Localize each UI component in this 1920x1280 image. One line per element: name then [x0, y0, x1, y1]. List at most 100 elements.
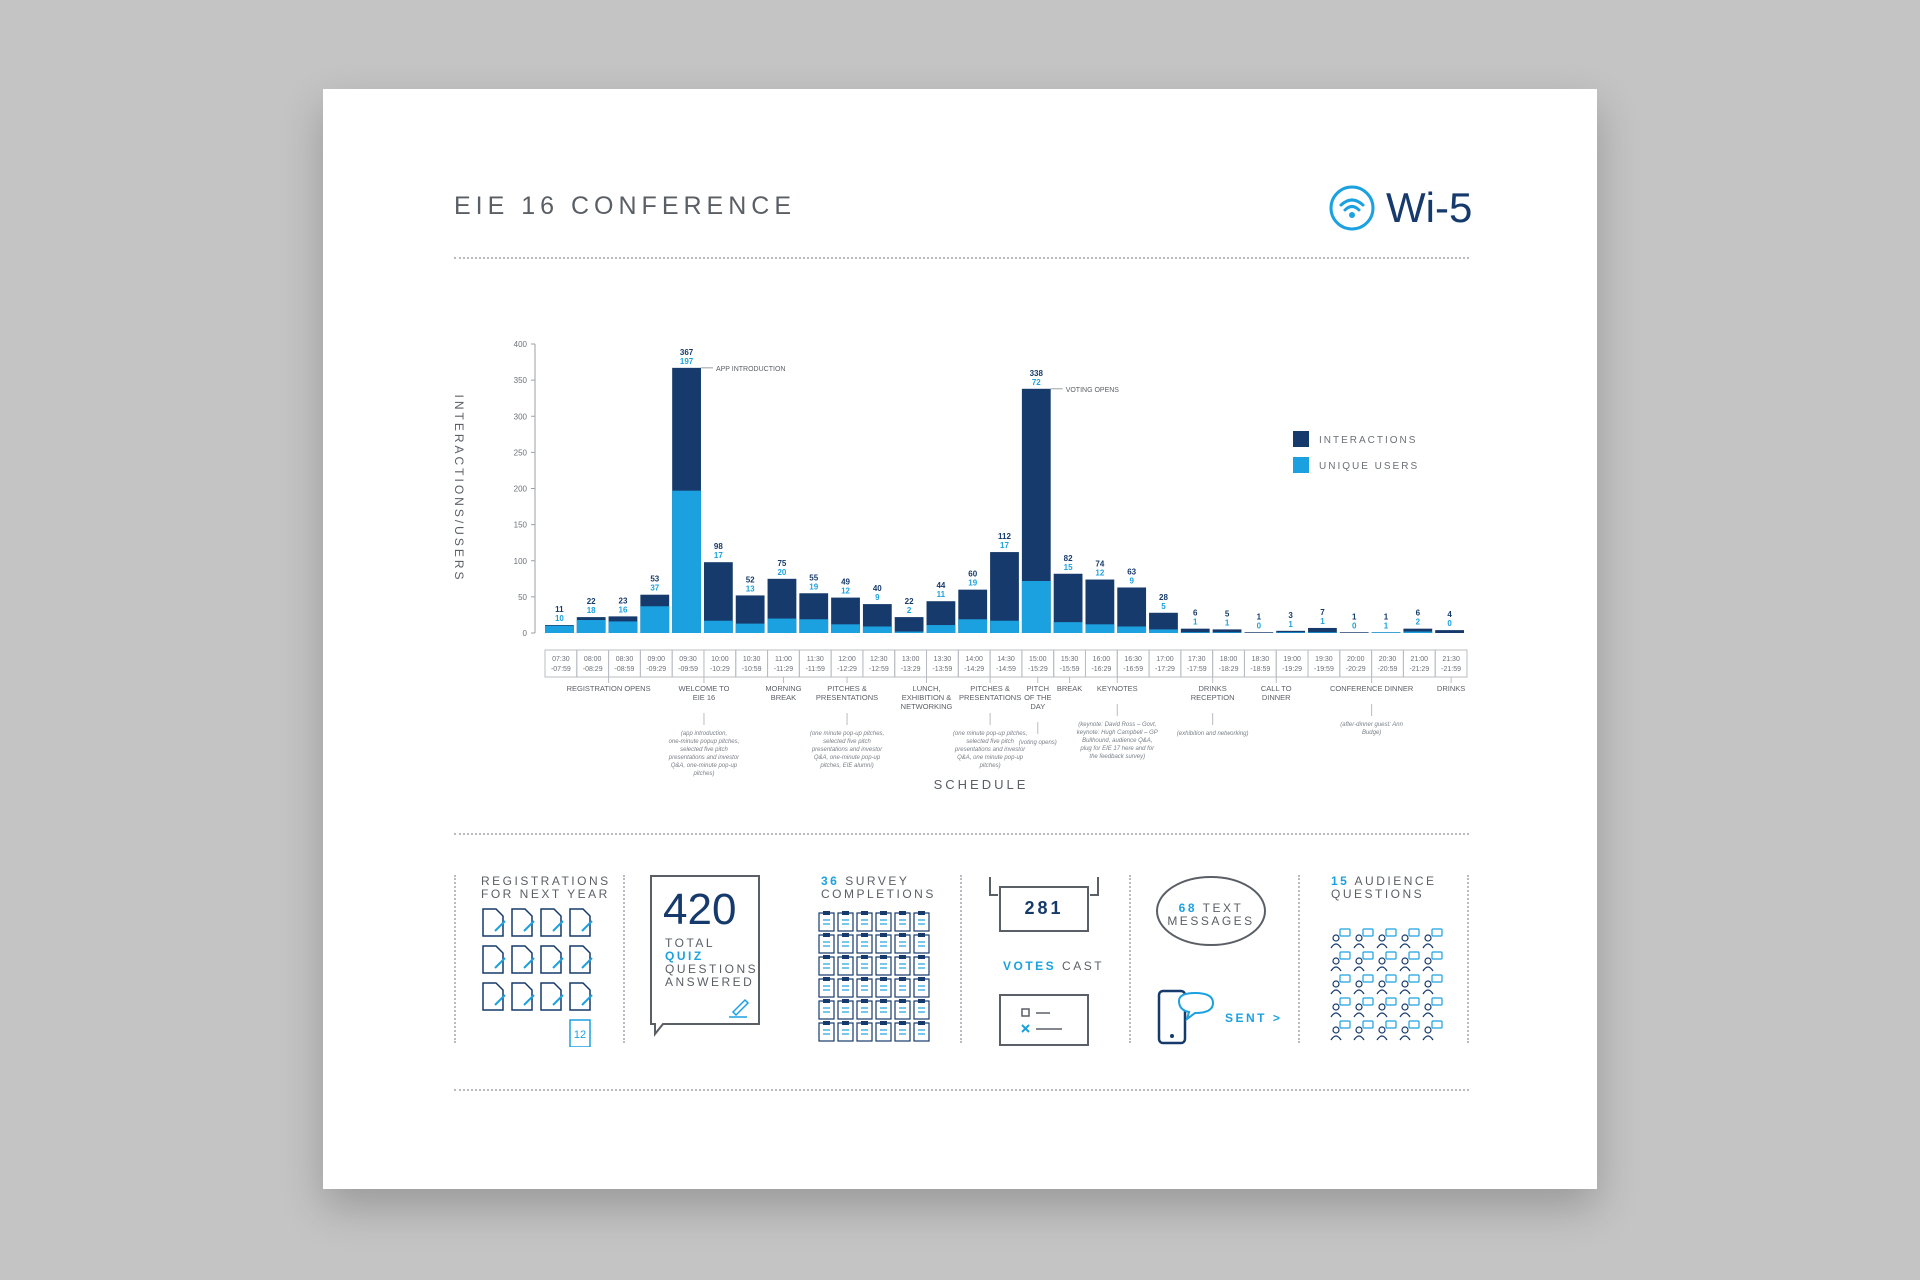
person-icon: [1401, 957, 1409, 965]
schedule-note: presentations and investor: [668, 755, 740, 761]
x-tick-label: -16:59: [1123, 666, 1143, 673]
clipboard-icon: [818, 956, 835, 976]
schedule-label: DAY: [1030, 702, 1045, 711]
bar-interactions: [1435, 630, 1464, 633]
schedule-label: DRINKS: [1437, 684, 1465, 693]
x-tick-label: -17:59: [1187, 666, 1207, 673]
legend-label: UNIQUE USERS: [1319, 461, 1419, 472]
schedule-label: PRESENTATIONS: [816, 693, 878, 702]
document-icon: [511, 982, 533, 1011]
clipboard-clip: [861, 1021, 868, 1025]
clipboard-icon: [894, 934, 911, 954]
data-label-interactions: 82: [1064, 554, 1073, 563]
person-body: [1353, 966, 1365, 972]
clipboard-icon: [856, 1022, 873, 1042]
bar-unique-users: [545, 625, 574, 633]
clipboard-clip: [842, 911, 849, 915]
pen-icon: [523, 957, 535, 969]
question-bubble-icon: [1431, 997, 1443, 1006]
document-icon: [540, 982, 562, 1011]
data-label-interactions: 1: [1384, 612, 1389, 621]
clipboard-icon: [818, 934, 835, 954]
person-body: [1399, 943, 1411, 949]
x-tick-label: -21:59: [1441, 666, 1461, 673]
bar-interactions: [1180, 628, 1210, 633]
x-tick-label: 12:30: [870, 656, 888, 663]
person-body: [1353, 943, 1365, 949]
clipboard-icon: [837, 934, 854, 954]
survey-label: 36 SURVEY COMPLETIONS: [821, 874, 936, 901]
x-tick-label: -20:59: [1378, 666, 1398, 673]
person-body: [1422, 1035, 1434, 1041]
divider: [1129, 875, 1131, 1043]
x-tick-label: -10:29: [710, 666, 730, 673]
clipboard-icon: [875, 912, 892, 932]
person-body: [1353, 1035, 1365, 1041]
clipboard-icon: [837, 956, 854, 976]
clipboard-clip: [918, 955, 925, 959]
bar-unique-users: [576, 619, 606, 633]
x-tick-label: 20:00: [1347, 656, 1365, 663]
data-label-unique-users: 37: [650, 584, 659, 593]
clipboard-clip: [899, 933, 906, 937]
clipboard-icon: [856, 956, 873, 976]
person-body: [1422, 989, 1434, 995]
data-label-unique-users: 9: [1129, 576, 1134, 585]
y-tick-label: 350: [514, 376, 528, 385]
divider: [454, 875, 456, 1043]
data-label-unique-users: 11: [937, 590, 946, 599]
person-icon: [1332, 1003, 1340, 1011]
person-body: [1399, 989, 1411, 995]
schedule-label: CALL TO: [1261, 684, 1292, 693]
schedule-note: selected five pitch: [966, 739, 1014, 745]
x-tick-label: -11:59: [806, 666, 825, 673]
y-tick-label: 100: [514, 557, 528, 566]
person-icon: [1355, 1026, 1363, 1034]
data-label-interactions: 53: [650, 575, 659, 584]
data-label-unique-users: 20: [777, 568, 786, 577]
annotation-label: APP INTRODUCTION: [716, 366, 786, 373]
document-icon: [482, 982, 504, 1011]
question-bubble-icon: [1339, 974, 1351, 983]
x-tick-label: -10:59: [742, 666, 762, 673]
data-label-interactions: 4: [1447, 610, 1452, 619]
bar-interactions: [1085, 579, 1115, 633]
question-bubble-icon: [1385, 974, 1397, 983]
x-tick-label: 14:30: [997, 656, 1015, 663]
schedule-note: the feedback survey): [1089, 754, 1145, 760]
question-bubble-icon: [1362, 1020, 1374, 1029]
data-label-interactions: 74: [1095, 560, 1104, 569]
x-tick-label: -19:59: [1314, 666, 1334, 673]
clipboard-icon: [818, 912, 835, 932]
bar-unique-users: [735, 623, 765, 633]
x-tick-label: 19:30: [1315, 656, 1333, 663]
clipboard-icon: [913, 912, 930, 932]
data-label-interactions: 55: [809, 573, 818, 582]
bar-unique-users: [1053, 622, 1083, 633]
bar-interactions: [1212, 629, 1242, 633]
x-tick-label: 08:00: [584, 656, 602, 663]
data-label-interactions: 5: [1225, 609, 1230, 618]
bar-unique-users: [1085, 624, 1115, 633]
data-label-interactions: 28: [1159, 593, 1168, 602]
schedule-note: (after-dinner guest: Ann: [1340, 722, 1403, 728]
schedule-note: (app introduction,: [681, 731, 727, 737]
schedule-note: plug for EIE 17 here and for: [1079, 746, 1155, 752]
pen-icon: [523, 920, 535, 932]
x-tick-label: 11:30: [807, 656, 824, 663]
question-bubble-icon: [1362, 997, 1374, 1006]
schedule-note: selected five pitch: [823, 739, 871, 745]
person-body: [1422, 943, 1434, 949]
bar-unique-users: [1117, 626, 1147, 633]
y-tick-label: 150: [514, 521, 528, 530]
person-body: [1399, 1012, 1411, 1018]
data-label-unique-users: 2: [1416, 618, 1421, 627]
bar-chart: 050100150200250300350400INTERACTIONS/USE…: [452, 340, 1468, 792]
x-tick-label: -09:59: [678, 666, 698, 673]
bar-unique-users: [894, 631, 924, 633]
schedule-label: REGISTRATION OPENS: [567, 684, 651, 693]
person-body: [1376, 966, 1388, 972]
pen-icon: [552, 994, 564, 1006]
clipboard-icon: [894, 912, 911, 932]
person-icon: [1424, 1026, 1432, 1034]
